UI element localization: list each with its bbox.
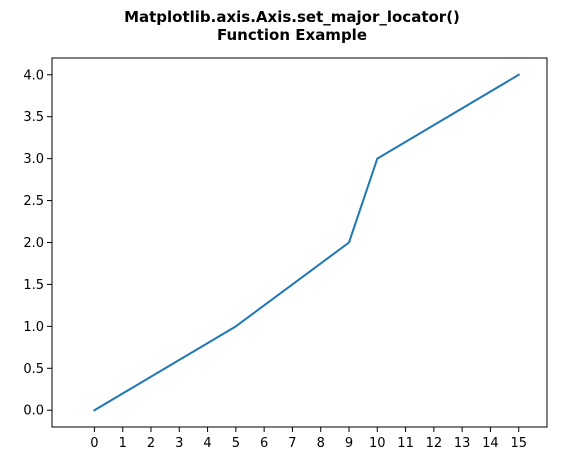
x-tick-label: 14 <box>482 436 499 451</box>
x-tick-label: 13 <box>454 436 471 451</box>
y-tick-label: 0.5 <box>23 362 44 377</box>
y-tick-label: 3.5 <box>23 110 44 125</box>
x-axis: 0 1 2 3 4 5 6 7 8 9 10 11 12 13 14 15 <box>90 427 527 451</box>
x-tick-label: 2 <box>147 436 155 451</box>
chart-title-line-1: Matplotlib.axis.Axis.set_major_locator() <box>124 8 460 26</box>
x-tick-label: 12 <box>426 436 443 451</box>
series-layer <box>93 73 521 412</box>
x-tick-label: 11 <box>397 436 414 451</box>
x-tick-label: 3 <box>175 436 183 451</box>
chart-title-line-2: Function Example <box>217 26 367 44</box>
y-tick-label: 4.0 <box>23 68 44 83</box>
y-tick-label: 3.0 <box>23 152 44 167</box>
x-tick-label: 5 <box>232 436 240 451</box>
x-tick-label: 7 <box>288 436 296 451</box>
y-axis: 0.0 0.5 1.0 1.5 2.0 2.5 3.0 3.5 4.0 <box>23 68 52 419</box>
x-tick-label: 8 <box>317 436 325 451</box>
y-tick-label: 2.0 <box>23 236 44 251</box>
x-tick-label: 0 <box>90 436 98 451</box>
x-tick-label: 10 <box>369 436 386 451</box>
x-tick-label: 15 <box>510 436 527 451</box>
x-tick-label: 1 <box>119 436 127 451</box>
y-tick-label: 1.0 <box>23 320 44 335</box>
plot-area-frame <box>51 57 548 428</box>
x-tick-label: 6 <box>260 436 268 451</box>
x-tick-label: 9 <box>345 436 353 451</box>
y-tick-label: 0.0 <box>23 404 44 419</box>
series-line-0 <box>93 73 521 412</box>
y-tick-label: 2.5 <box>23 194 44 209</box>
x-tick-label: 4 <box>203 436 211 451</box>
y-tick-label: 1.5 <box>23 278 44 293</box>
